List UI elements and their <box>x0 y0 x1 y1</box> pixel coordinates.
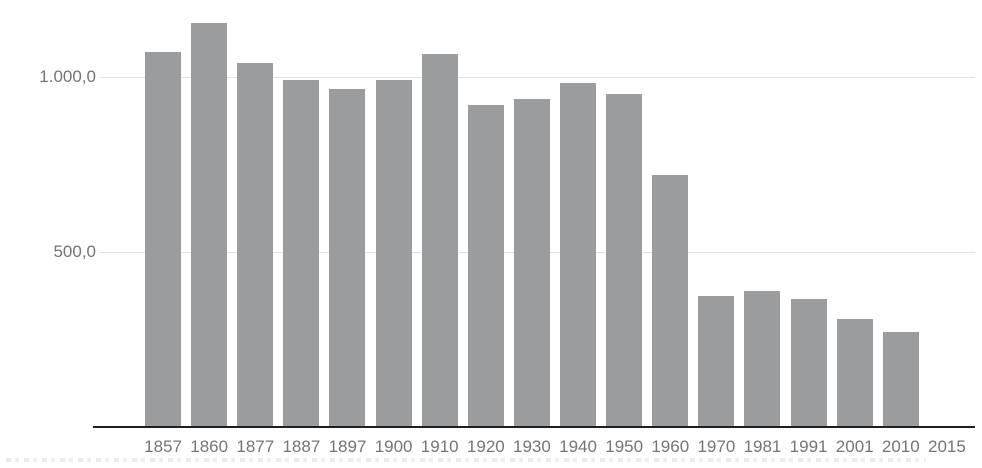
bar-1940[interactable] <box>560 83 597 427</box>
bar-1900[interactable] <box>375 80 412 427</box>
bar-2001[interactable] <box>836 319 873 427</box>
x-tick-label-1877: 1877 <box>236 437 275 456</box>
y-tick-label: 500,0 <box>53 242 96 261</box>
bar-1960[interactable] <box>652 175 689 427</box>
x-tick-label-1930: 1930 <box>513 437 551 456</box>
clipped-caption-remnant <box>6 458 926 462</box>
bar-slot-1970 <box>693 0 739 427</box>
bar-slot-2015 <box>924 0 970 427</box>
x-tick-label-1857: 1857 <box>144 437 182 456</box>
bar-1950[interactable] <box>606 94 643 427</box>
bar-1920[interactable] <box>467 105 504 427</box>
x-tick-label-2010: 2010 <box>881 437 920 456</box>
x-tick-label-1910: 1910 <box>420 437 459 456</box>
bar-slot-1981 <box>739 0 785 427</box>
bar-1897[interactable] <box>329 89 366 427</box>
bar-slot-1930 <box>509 0 555 427</box>
x-axis-labels: 1857 1860 1877 1887 1897 1900 1910 1920 1930 1940… <box>140 437 970 457</box>
x-tick-label-1950: 1950 <box>605 437 644 456</box>
bars-container <box>140 0 970 427</box>
x-tick-label-2015: 2015 <box>928 437 966 456</box>
bar-1877[interactable] <box>237 63 274 427</box>
bar-slot-1940 <box>555 0 601 427</box>
x-tick-label-1860: 1860 <box>190 437 229 456</box>
bar-slot-1857 <box>140 0 186 427</box>
x-tick-label-1991: 1991 <box>789 437 828 456</box>
bar-1860[interactable] <box>191 23 228 427</box>
bar-1857[interactable] <box>145 52 182 427</box>
bar-slot-1860 <box>186 0 232 427</box>
bar-slot-1897 <box>324 0 370 427</box>
bar-slot-1900 <box>371 0 417 427</box>
bar-slot-1950 <box>601 0 647 427</box>
x-tick-label-1900: 1900 <box>374 437 413 456</box>
bar-1910[interactable] <box>421 54 458 427</box>
bar-1981[interactable] <box>744 291 781 427</box>
bar-1970[interactable] <box>698 296 735 427</box>
x-tick-label-1981: 1981 <box>743 437 782 456</box>
bar-1930[interactable] <box>513 99 550 427</box>
x-tick-label-1970: 1970 <box>697 437 736 456</box>
x-tick-label-1960: 1960 <box>651 437 690 456</box>
bar-slot-1887 <box>278 0 324 427</box>
bar-1887[interactable] <box>283 80 320 427</box>
bar-1991[interactable] <box>790 299 827 427</box>
bar-2010[interactable] <box>882 332 919 427</box>
bar-slot-1910 <box>417 0 463 427</box>
x-tick-label-1887: 1887 <box>282 437 321 456</box>
bar-slot-1920 <box>463 0 509 427</box>
bar-slot-2001 <box>832 0 878 427</box>
bar-slot-1960 <box>647 0 693 427</box>
bar-slot-2010 <box>878 0 924 427</box>
y-tick-label: 1.000,0 <box>39 67 96 86</box>
x-tick-label-2001: 2001 <box>835 437 874 456</box>
x-axis-line <box>93 426 975 428</box>
bar-slot-1991 <box>786 0 832 427</box>
bar-slot-1877 <box>232 0 278 427</box>
x-tick-label-1920: 1920 <box>466 437 505 456</box>
gridline-1.000,0 <box>100 77 975 78</box>
x-tick-label-1897: 1897 <box>328 437 367 456</box>
x-tick-label-1940: 1940 <box>559 437 597 456</box>
